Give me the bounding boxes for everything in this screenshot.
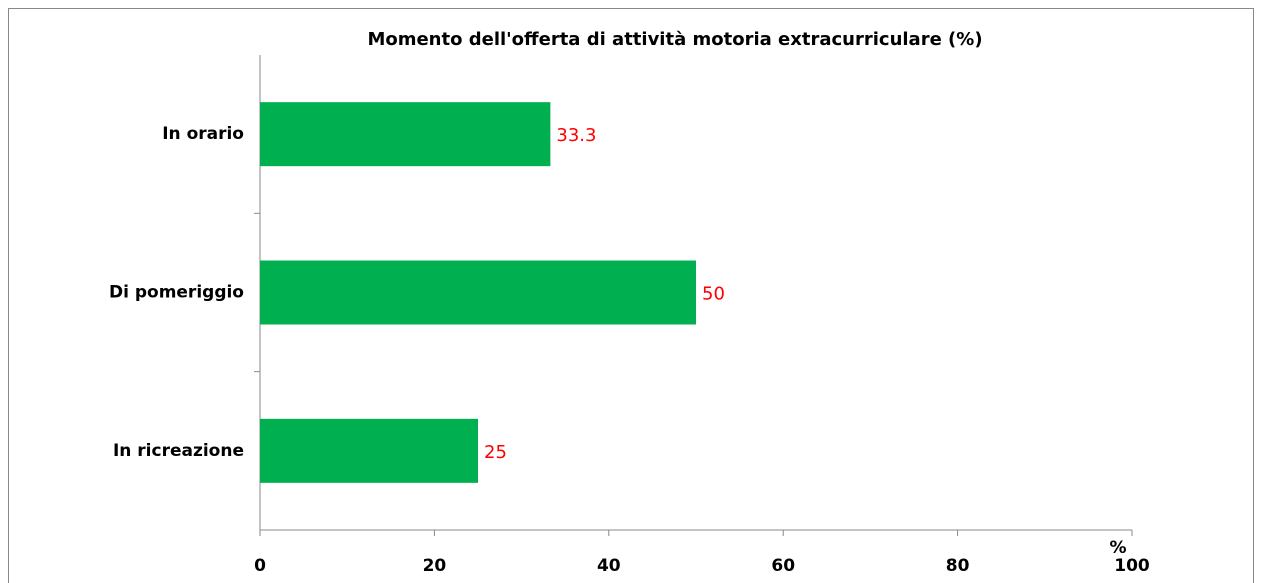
x-tick-label: 40 bbox=[597, 556, 621, 576]
x-tick-label: 100 bbox=[1114, 556, 1150, 576]
value-label: 50 bbox=[702, 284, 725, 305]
bar bbox=[260, 260, 696, 325]
bar bbox=[260, 418, 478, 483]
value-label: 25 bbox=[484, 442, 507, 463]
x-tick-label: 60 bbox=[771, 556, 795, 576]
x-tick-label: 80 bbox=[946, 556, 970, 576]
x-tick-label: 20 bbox=[423, 556, 447, 576]
y-tick-label: In orario bbox=[162, 124, 244, 144]
y-tick-label: Di pomeriggio bbox=[109, 283, 244, 303]
value-label: 33.3 bbox=[556, 125, 596, 146]
x-axis-label: % bbox=[1109, 538, 1126, 558]
y-tick-label: In ricreazione bbox=[113, 441, 244, 461]
chart-title: Momento dell'offerta di attività motoria… bbox=[367, 29, 982, 50]
x-tick-label: 0 bbox=[254, 556, 266, 576]
bar bbox=[260, 102, 551, 167]
